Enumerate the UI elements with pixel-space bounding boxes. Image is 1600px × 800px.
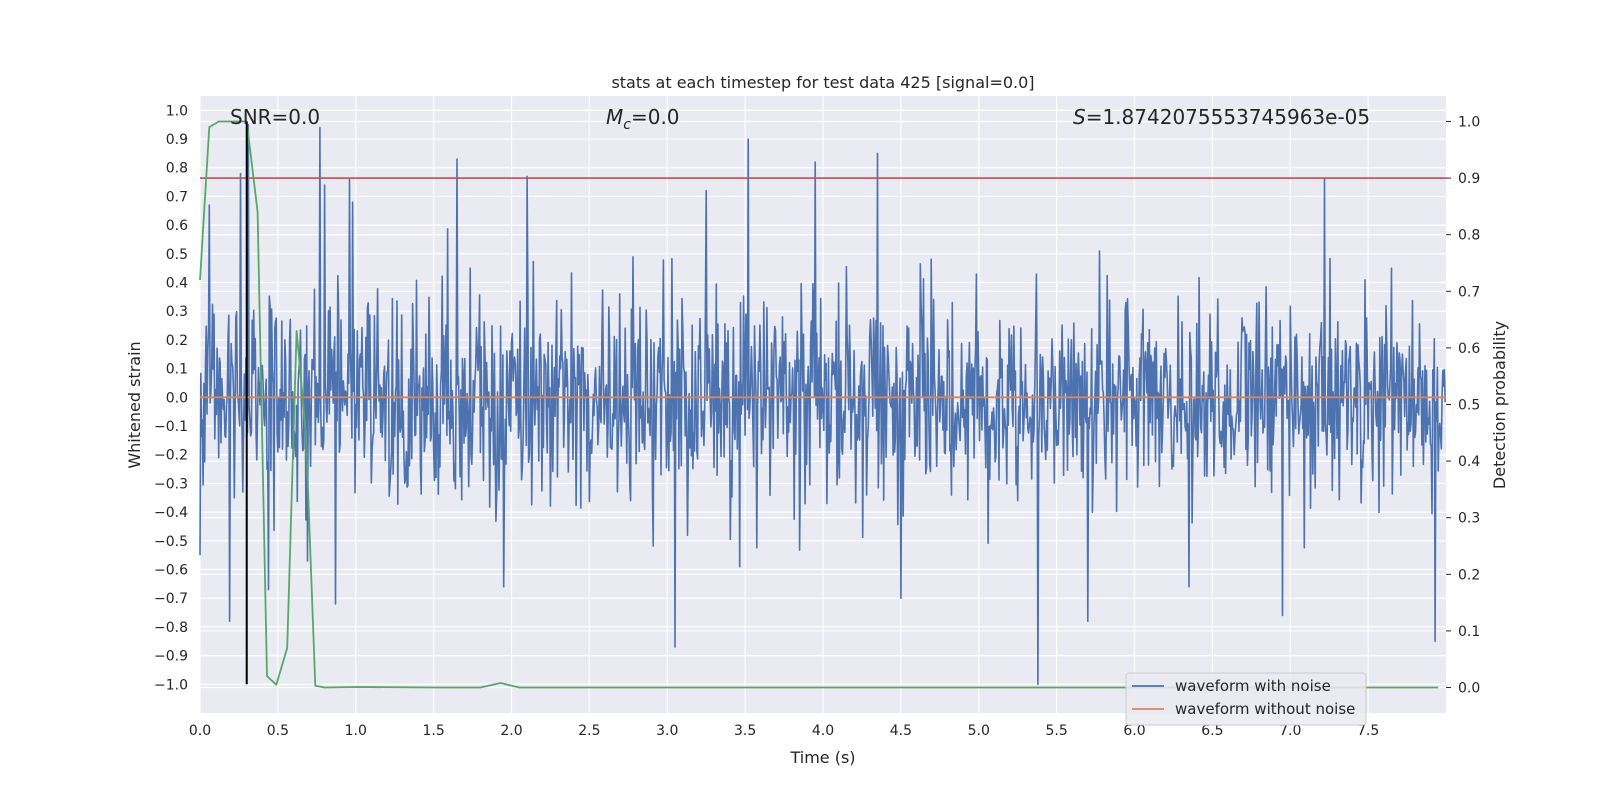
y-left-tick-label: 0.4 <box>166 276 188 292</box>
y-right-tick-label: 0.1 <box>1458 624 1480 640</box>
x-tick-label: 6.0 <box>1123 723 1145 739</box>
y-left-tick-label: −1.0 <box>154 677 188 693</box>
x-tick-label: 4.0 <box>812 723 834 739</box>
chirp-mass-annotation: Mc=0.0 <box>606 105 680 133</box>
y-right-tick-label: 0.6 <box>1458 341 1480 357</box>
y-right-tick-label: 0.2 <box>1458 567 1480 583</box>
y-left-tick-label: 0.1 <box>166 362 188 378</box>
x-tick-label: 7.0 <box>1279 723 1301 739</box>
x-tick-label: 1.5 <box>422 723 444 739</box>
x-tick-label: 2.0 <box>500 723 522 739</box>
y-right-tick-label: 0.4 <box>1458 454 1480 470</box>
y-left-tick-label: 0.7 <box>166 189 188 205</box>
legend-box <box>1125 672 1367 726</box>
x-tick-label: 0.0 <box>189 723 211 739</box>
y-left-tick-label: −0.1 <box>154 419 188 435</box>
x-axis-label: Time (s) <box>789 748 855 767</box>
y-left-tick-label: 0.8 <box>166 161 188 177</box>
s-symbol: S <box>1073 105 1086 129</box>
y-left-tick-label: −0.7 <box>154 591 188 607</box>
x-tick-label: 7.5 <box>1357 723 1379 739</box>
y-axis-label-left: Whitened strain <box>125 341 144 468</box>
x-tick-label: 4.5 <box>890 723 912 739</box>
y-left-tick-label: −0.2 <box>154 448 188 464</box>
y-right-tick-label: 0.5 <box>1458 398 1480 414</box>
series-detection-probability <box>199 120 1439 689</box>
y-left-tick-label: −0.8 <box>154 620 188 636</box>
y-left-tick-label: −0.5 <box>154 534 188 550</box>
legend-label-clean: waveform without noise <box>1175 700 1355 718</box>
chirp-mass-symbol: M <box>606 105 623 129</box>
y-left-tick-label: 0.2 <box>166 333 188 349</box>
x-tick-label: 2.5 <box>578 723 600 739</box>
y-left-tick-label: 0.0 <box>166 390 188 406</box>
y-axis-label-right: Detection probability <box>1490 321 1509 489</box>
y-right-tick-label: 0.8 <box>1458 228 1480 244</box>
y-left-tick-label: 0.9 <box>166 132 188 148</box>
y-left-tick-label: 0.6 <box>166 218 188 234</box>
x-tick-label: 6.5 <box>1201 723 1223 739</box>
s-annotation: S=1.8742075553745963e-05 <box>1073 105 1370 129</box>
series-waveform-with-noise <box>199 123 1446 686</box>
y-left-tick-label: 0.5 <box>166 247 188 263</box>
y-right-tick-label: 0.9 <box>1458 171 1480 187</box>
y-right-tick-label: 1.0 <box>1458 114 1480 130</box>
plot-layer <box>199 120 1446 689</box>
y-left-tick-label: 0.3 <box>166 304 188 320</box>
y-left-tick-label: −0.3 <box>154 476 188 492</box>
s-value: =1.8742075553745963e-05 <box>1086 105 1370 129</box>
chart-title: stats at each timestep for test data 425… <box>611 73 1034 92</box>
legend-label-noise: waveform with noise <box>1175 677 1331 695</box>
snr-annotation: SNR=0.0 <box>230 105 320 129</box>
x-tick-label: 3.5 <box>734 723 756 739</box>
x-tick-label: 3.0 <box>656 723 678 739</box>
x-tick-label: 5.0 <box>968 723 990 739</box>
legend: waveform with noise waveform without noi… <box>1125 672 1367 726</box>
ticks: 0.0 0.5 1.0 1.5 2.0 2.5 3.0 3.5 4.0 4.5 5.0 5.5 6.0 6… <box>154 103 1480 739</box>
y-right-tick-label: 0.3 <box>1458 511 1480 527</box>
x-tick-label: 1.0 <box>345 723 367 739</box>
y-left-tick-label: 1.0 <box>166 103 188 119</box>
chirp-mass-subscript: c <box>623 117 631 133</box>
y-left-tick-label: −0.4 <box>154 505 188 521</box>
x-tick-label: 5.5 <box>1045 723 1067 739</box>
x-tick-label: 0.5 <box>267 723 289 739</box>
y-right-tick-label: 0.0 <box>1458 681 1480 697</box>
y-left-tick-label: −0.6 <box>154 563 188 579</box>
y-right-tick-label: 0.7 <box>1458 284 1480 300</box>
chirp-mass-value: =0.0 <box>631 105 680 129</box>
y-left-tick-label: −0.9 <box>154 649 188 665</box>
